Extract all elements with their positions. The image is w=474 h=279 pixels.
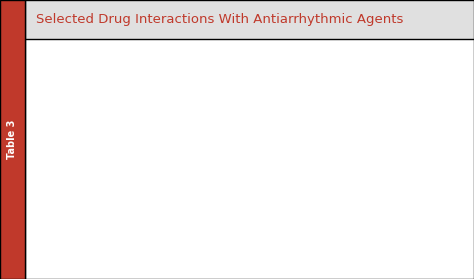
Text: Dronedarone: Dronedarone [34,225,87,234]
Text: Table 3: Table 3 [7,120,18,159]
Text: May decrease warfarin metabolism: May decrease warfarin metabolism [127,131,269,140]
Text: Drug concentration increased by phenobarbital, phenytoin, rifampicin: Drug concentration increased by phenobar… [127,78,408,87]
Text: Contraindicated with ketoconazole, itraconazole, cyclosporine, clarithromycin, r: Contraindicated with ketoconazole, itrac… [127,211,474,220]
Text: May increase warfarin, digoxin, cyclosporine, alprazolam, carbamazepine, simvast: May increase warfarin, digoxin, cyclospo… [127,158,474,167]
Text: No significant interactions: No significant interactions [127,251,232,260]
Text: Drug Name: Drug Name [34,46,91,56]
Text: Selected Drug Interactions With Antiarrhythmic Agents: Selected Drug Interactions With Antiarrh… [36,13,404,26]
Text: Sotalol: Sotalol [34,251,62,260]
FancyBboxPatch shape [25,39,474,63]
Text: Drug concentrations increased by hydrochlorothiazide: Drug concentrations increased by hydroch… [127,198,346,207]
Text: May increase alprazolam, carbamazepine, dihydropyridine, cyclosporine, statin, d: May increase alprazolam, carbamazepine, … [127,225,474,234]
Text: quinidine: quinidine [127,171,164,180]
Text: No significant interactions: No significant interactions [127,92,232,100]
Text: Contraindicated with verapamil, ketoconazole, cimetidine, megestrol, prochlorper: Contraindicated with verapamil, ketocona… [127,185,474,194]
Text: Propafenone: Propafenone [34,138,85,147]
Text: May increase digoxin and amiodarone concentrations: May increase digoxin and amiodarone conc… [127,65,343,74]
Text: Drug concentration increased by amiodarone, haloperidol, quinidine, cimetidine, : Drug concentration increased by amiodaro… [127,118,474,127]
Text: Quinidine: Quinidine [34,72,73,81]
Text: Selected Drug Interactions: Selected Drug Interactions [127,46,264,56]
Text: Disopyramide: Disopyramide [34,92,90,100]
Text: May increase digoxin levels: May increase digoxin levels [127,105,237,114]
Text: Dofetilide: Dofetilide [34,191,73,200]
Text: Drug concentrations increased by verapamil: Drug concentrations increased by verapam… [127,238,306,247]
Text: Amiodarone: Amiodarone [34,165,83,174]
Text: Flecainide: Flecainide [34,112,75,121]
Text: May increase digoxin levels: May increase digoxin levels [127,145,237,154]
Text: Source: Reference 10.: Source: Reference 10. [34,268,115,274]
